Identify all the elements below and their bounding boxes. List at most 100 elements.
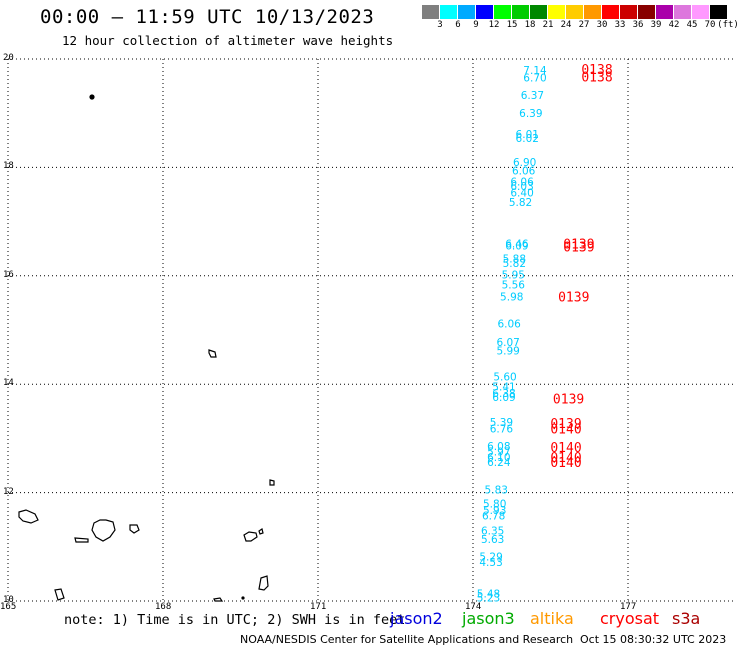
color-scale-cell — [440, 5, 458, 19]
cryosat-pass-label: 0140 — [550, 423, 581, 438]
wave-height-value: 5.98 — [500, 291, 523, 303]
color-scale-cell — [476, 5, 494, 19]
color-scale-cell — [638, 5, 656, 19]
satellite-legend-jason2: jason2 — [390, 609, 443, 628]
color-scale-cell — [584, 5, 602, 19]
cryosat-pass-label: 0139 — [550, 417, 581, 432]
generated-timestamp: Oct 15 08:30:32 UTC 2023 — [580, 633, 727, 646]
island — [213, 597, 224, 602]
longitude-label: 177 — [620, 602, 637, 612]
wave-height-value: 4.53 — [479, 557, 502, 569]
cryosat-pass-label: 0138 — [581, 63, 612, 78]
longitude-label: 165 — [0, 602, 17, 612]
color-scale-label: 33 — [614, 20, 626, 30]
color-scale-label: 6 — [455, 20, 461, 30]
wave-height-value: 5.99 — [496, 346, 519, 358]
latitude-label: 10 — [3, 595, 14, 605]
cryosat-pass-label: 0139 — [553, 392, 584, 407]
map-title: 00:00 – 11:59 UTC 10/13/2023 — [40, 6, 375, 28]
wave-height-value: 6.37 — [521, 90, 544, 102]
wave-height-value: 5.56 — [502, 279, 526, 291]
island — [241, 596, 245, 600]
color-scale-cell — [674, 5, 692, 19]
wave-height-value: 6.90 — [513, 157, 536, 169]
color-scale-label: 3 — [437, 20, 443, 30]
wave-height-value: 6.10 — [487, 452, 510, 464]
color-scale-bar — [422, 5, 728, 19]
island — [91, 519, 116, 542]
wave-height-value: 6.35 — [481, 526, 504, 538]
color-scale-cell — [656, 5, 674, 19]
wave-height-value: 5.23 — [477, 593, 500, 605]
wave-height-value: 6.01 — [516, 129, 539, 141]
altimeter-observations: 7.146.706.376.396.016.026.906.066.066.03… — [477, 65, 547, 605]
color-scale-label: 21 — [542, 20, 554, 30]
wave-height-value: 6.03 — [510, 181, 533, 193]
wave-height-value: 6.39 — [519, 108, 542, 120]
wave-height-value: 5.95 — [502, 270, 525, 282]
island — [89, 94, 95, 100]
latitude-label: 18 — [3, 161, 14, 172]
color-scale-label: 39 — [650, 20, 662, 30]
map-grid — [7, 58, 734, 602]
wave-height-value: 6.06 — [510, 176, 534, 188]
cryosat-pass-label: 0139 — [563, 241, 594, 256]
satellite-legend-jason3: jason3 — [462, 609, 515, 628]
wave-height-value: 5.88 — [503, 253, 526, 265]
wave-height-value: 5.63 — [481, 534, 504, 546]
latitude-label: 14 — [3, 378, 14, 389]
footnote: note: 1) Time is in UTC; 2) SWH is in fe… — [64, 612, 406, 628]
wave-height-value: 5.60 — [493, 372, 516, 384]
color-scale-cell — [422, 5, 440, 19]
latitude-label: 20 — [3, 53, 14, 63]
wave-height-value: 6.06 — [512, 166, 536, 178]
satellite-legend-cryosat: cryosat — [600, 609, 660, 628]
wave-height-value: 7.14 — [523, 65, 547, 77]
cryosat-pass-label: 0140 — [550, 451, 581, 466]
wave-height-value: 5.48 — [477, 588, 500, 600]
color-scale-label: 27 — [578, 20, 590, 30]
wave-height-value: 5.29 — [479, 552, 502, 564]
wave-height-value: 6.38 — [492, 388, 515, 400]
wave-height-value: 6.70 — [523, 72, 546, 84]
latitude-label: 16 — [3, 269, 14, 280]
color-scale-label: 36 — [632, 20, 644, 30]
cryosat-pass-label: 0140 — [550, 456, 581, 471]
color-scale-label: 18 — [524, 20, 536, 30]
wave-height-value: 6.76 — [490, 424, 514, 436]
color-scale-cell — [710, 5, 728, 19]
wave-height-value: 5.93 — [483, 505, 506, 517]
island — [258, 528, 264, 535]
wave-height-value: 6.08 — [487, 441, 510, 453]
wave-height-value: 5.80 — [483, 498, 506, 510]
wave-height-value: 6.06 — [497, 318, 521, 330]
color-scale-cell — [566, 5, 584, 19]
wave-height-value: 5.82 — [509, 197, 532, 209]
color-scale-label: 30 — [596, 20, 608, 30]
color-scale-cell — [548, 5, 566, 19]
color-scale-cell — [602, 5, 620, 19]
island — [243, 531, 258, 542]
wave-height-value: 5.41 — [492, 381, 515, 393]
color-scale-label: 24 — [560, 20, 572, 30]
cryosat-pass-label: 0139 — [558, 290, 589, 305]
longitude-label: 171 — [310, 602, 327, 612]
wave-height-value: 5.39 — [490, 417, 513, 429]
island — [208, 349, 217, 358]
cryosat-pass-labels: 0138013801390139013901390139014001400140… — [550, 63, 612, 471]
credit-line: NOAA/NESDIS Center for Satellite Applica… — [240, 633, 574, 646]
color-scale-label: 9 — [473, 20, 479, 30]
island — [129, 524, 140, 534]
wave-height-value: 6.78 — [482, 510, 505, 522]
wave-height-value: 5.83 — [485, 484, 508, 496]
wave-height-value: 6.40 — [510, 187, 533, 199]
color-scale-cell — [512, 5, 530, 19]
color-scale-label: 12 — [488, 20, 500, 30]
color-scale-label: 70 — [704, 20, 716, 30]
wave-height-value: 6.07 — [496, 337, 519, 349]
island — [54, 588, 65, 601]
color-scale-label: 15 — [506, 20, 518, 30]
wave-height-value: 6.46 — [505, 238, 529, 250]
wave-height-value: 5.97 — [487, 446, 510, 458]
